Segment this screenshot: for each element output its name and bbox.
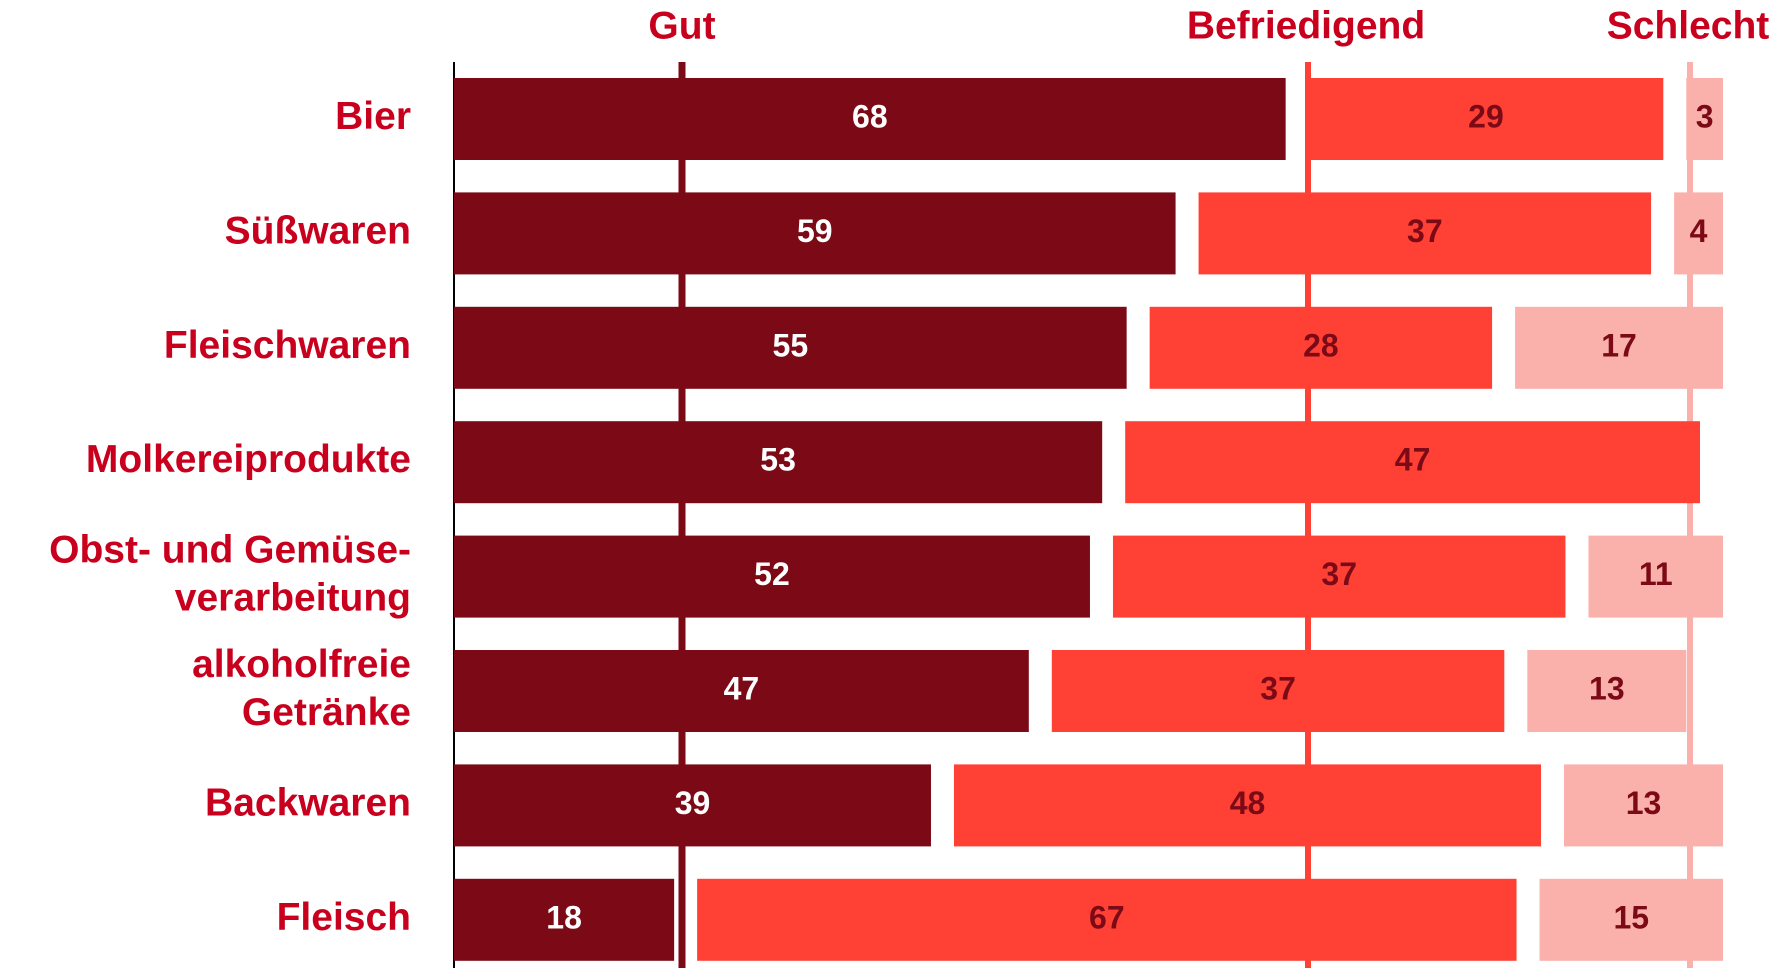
bar-segment — [454, 192, 1176, 275]
category-label: Bier — [335, 95, 411, 138]
value-label: 67 — [1089, 899, 1125, 935]
value-label: 47 — [1395, 442, 1431, 478]
value-label: 18 — [546, 899, 582, 935]
category-label: alkoholfreie Getränke — [192, 643, 411, 734]
value-label: 39 — [675, 785, 711, 821]
bar-segment — [454, 650, 1029, 732]
value-label: 37 — [1321, 556, 1357, 592]
bar-segment — [1149, 306, 1493, 389]
bar-segment — [1125, 421, 1700, 504]
category-label: Fleisch — [277, 896, 411, 939]
category-label: Obst- und Gemüse-verarbeitung — [49, 529, 411, 620]
bar-segment — [1674, 192, 1723, 275]
value-label: 3 — [1696, 98, 1714, 134]
series-label: Befriedigend — [1187, 4, 1425, 47]
value-label: 68 — [852, 98, 888, 134]
bar-segment — [454, 306, 1127, 389]
category-label: Süßwaren — [225, 210, 411, 253]
bar-segment — [454, 535, 1090, 618]
category-label: Molkereiprodukte — [86, 438, 411, 481]
bar-segment — [697, 878, 1517, 961]
bar-segment — [1051, 650, 1505, 732]
bar-segment — [1112, 535, 1566, 618]
bar-segment — [1198, 192, 1652, 275]
series-label: Schlecht — [1607, 4, 1770, 47]
bar-segment — [1686, 78, 1723, 160]
value-label: 37 — [1260, 670, 1296, 706]
category-label-line: Molkereiprodukte — [86, 438, 411, 481]
category-label-line: Süßwaren — [225, 210, 411, 253]
bar-segment — [1539, 878, 1723, 961]
bar-segment — [454, 78, 1286, 160]
value-label: 53 — [760, 442, 796, 478]
bar-segment — [953, 764, 1542, 847]
category-label-line: Backwaren — [205, 782, 411, 825]
value-label: 4 — [1690, 213, 1708, 249]
bar-segment — [1527, 650, 1687, 732]
value-label: 15 — [1613, 899, 1649, 935]
bar-segment — [454, 421, 1103, 504]
category-label: Fleischwaren — [164, 324, 411, 367]
value-label: 11 — [1639, 556, 1673, 592]
category-label: Backwaren — [205, 782, 411, 825]
value-label: 17 — [1601, 327, 1637, 363]
category-label-line: Getränke — [242, 691, 411, 734]
bar-segment — [1564, 764, 1723, 847]
value-label: 47 — [724, 670, 760, 706]
value-label: 59 — [797, 213, 833, 249]
category-label-line: Bier — [335, 95, 411, 138]
category-label-line: verarbeitung — [175, 577, 411, 620]
value-label: 48 — [1230, 785, 1266, 821]
category-label-line: Obst- und Gemüse- — [49, 529, 411, 572]
bar-segment — [1308, 78, 1664, 160]
bar-segment — [454, 878, 675, 961]
bar-segment — [454, 764, 931, 847]
value-label: 13 — [1626, 785, 1662, 821]
bar-segment — [1515, 306, 1723, 389]
value-label: 37 — [1407, 213, 1443, 249]
value-label: 29 — [1468, 98, 1504, 134]
value-label: 55 — [773, 327, 809, 363]
series-label: Gut — [648, 4, 715, 47]
value-label: 28 — [1303, 327, 1339, 363]
category-label-line: alkoholfreie — [192, 643, 411, 686]
category-label-line: Fleischwaren — [164, 324, 411, 367]
category-label-line: Fleisch — [277, 896, 411, 939]
value-label: 13 — [1589, 670, 1625, 706]
bar-segment — [1588, 535, 1723, 618]
value-label: 52 — [754, 556, 790, 592]
